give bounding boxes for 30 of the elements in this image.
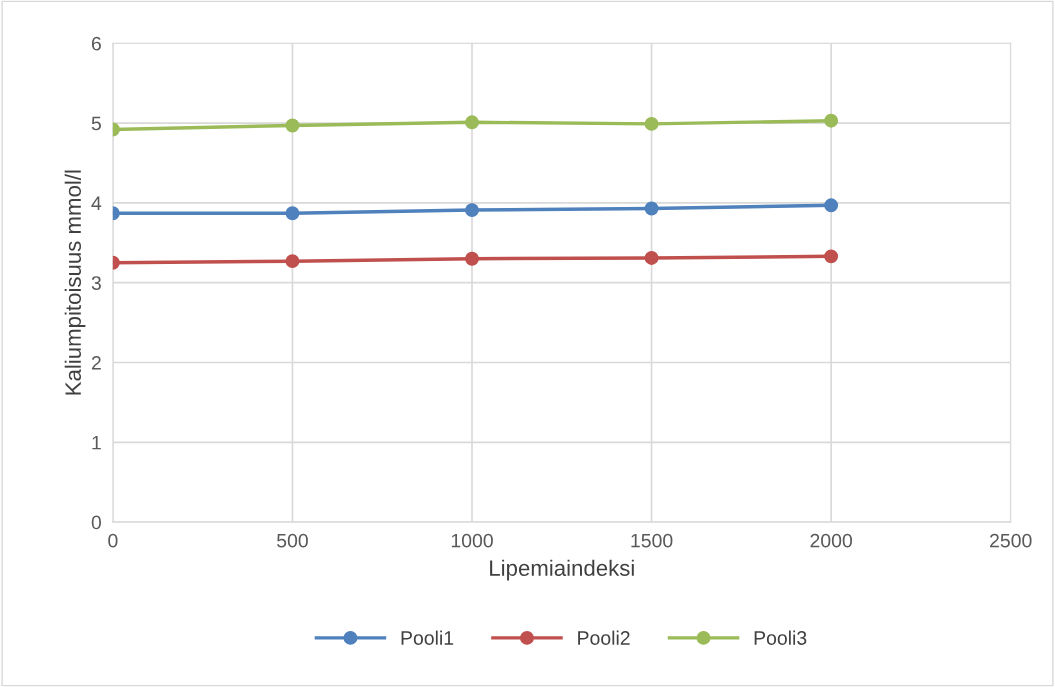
point <box>465 203 479 218</box>
point <box>285 254 300 269</box>
legend-label: Pooli3 <box>754 630 807 645</box>
legend-label: Pooli1 <box>401 630 454 645</box>
x-tick-label: 0 <box>108 533 118 548</box>
x-tick-label: 2000 <box>810 533 852 548</box>
point <box>465 115 479 130</box>
y-tick-label: 6 <box>91 36 101 51</box>
point <box>285 118 300 133</box>
y-tick-label: 3 <box>91 276 101 290</box>
y-axis-title: Kaliumpitoisuus mmol/l <box>64 170 86 395</box>
y-tick-label: 5 <box>91 116 101 131</box>
point <box>824 198 839 213</box>
point <box>644 251 659 265</box>
point <box>824 113 839 128</box>
x-tick-label: 500 <box>277 533 308 548</box>
y-tick-label: 0 <box>91 515 102 530</box>
point <box>465 251 479 266</box>
point <box>824 249 839 264</box>
x-axis-title: Lipemiaindeksi <box>490 559 634 581</box>
x-tick-label: 2500 <box>990 533 1032 548</box>
point <box>644 201 659 216</box>
x-tick-label: 1000 <box>451 533 493 548</box>
point <box>644 116 659 131</box>
x-tick-label: 1500 <box>631 533 673 548</box>
y-tick-label: 4 <box>91 196 102 210</box>
y-tick-label: 2 <box>91 355 101 370</box>
y-tick-label: 1 <box>92 435 101 450</box>
point <box>285 206 300 221</box>
legend-label: Pooli2 <box>578 630 630 645</box>
